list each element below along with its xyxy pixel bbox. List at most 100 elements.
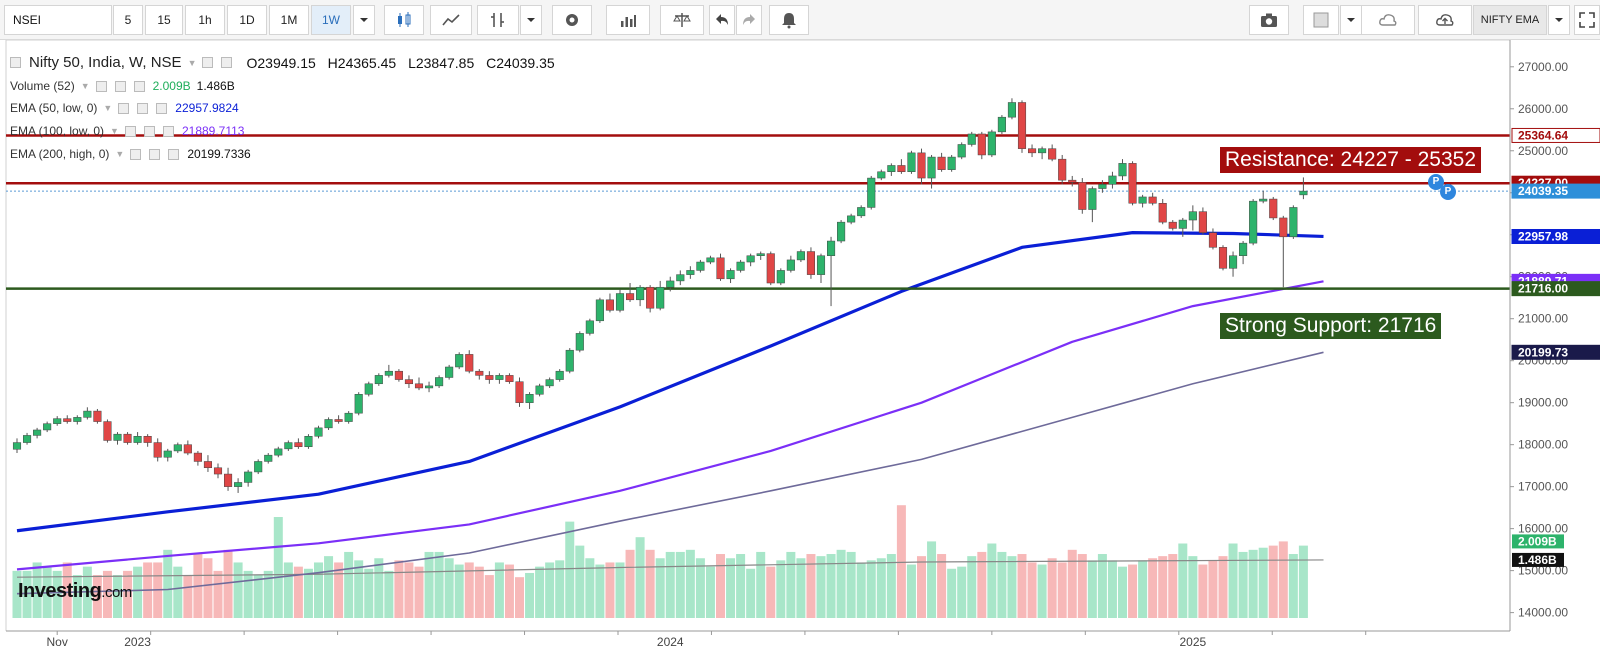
volume-bar [605,562,615,618]
close-icon[interactable] [156,102,168,114]
volume-bar [515,577,524,618]
redo-button[interactable] [736,5,762,35]
volume-bar [776,560,786,618]
collapse-toggle-icon[interactable] [10,57,21,68]
eye-icon[interactable] [118,102,130,114]
candle-body [1289,207,1298,238]
price-tick-label: 25000.00 [1518,144,1568,158]
volume-bar [766,566,776,618]
candle-body [284,442,293,450]
volume-bar [595,564,605,618]
candle-body [646,286,655,309]
candle-body [736,261,745,271]
volume-bar [1248,549,1258,618]
pivot-marker[interactable]: P [1440,184,1456,200]
chevron-down-icon[interactable]: ▼ [110,126,119,136]
volume-bar [283,562,293,618]
price-tag: 20199.73 [1518,345,1568,359]
time-axis[interactable]: Nov 2023 2024 2025 [0,630,1510,657]
symbol-input[interactable] [4,5,112,35]
settings-button[interactable] [552,5,592,35]
interval-1d[interactable]: 1D [227,5,267,35]
gear-icon[interactable] [114,80,126,92]
close-icon[interactable] [162,125,174,137]
gear-icon[interactable] [143,125,155,137]
fullscreen-button[interactable] [1574,5,1600,35]
volume-bar [1168,554,1178,618]
candle-body [997,116,1006,133]
alert-button[interactable] [769,5,809,35]
interval-1m[interactable]: 1M [269,5,309,35]
compare-button[interactable] [606,5,650,35]
volume-bar [163,549,173,618]
price-axis[interactable]: 14000.00 15000.00 16000.00 17000.00 18000.00… [1509,40,1600,657]
legend-ema200: EMA (200, high, 0) ▼ 20199.7336 [10,147,251,161]
template-dropdown[interactable] [1548,5,1570,35]
volume-tag: 2.009B [1518,534,1557,548]
eye-icon[interactable] [130,148,142,160]
load-cloud-button[interactable] [1361,5,1415,35]
template-button[interactable]: NIFTY EMA [1473,5,1547,35]
screenshot-button[interactable] [1249,5,1289,35]
color-dropdown[interactable] [1340,5,1362,35]
candle-body [294,442,303,448]
close-icon[interactable] [133,80,145,92]
balance-button[interactable] [660,5,704,35]
interval-1h[interactable]: 1h [185,5,225,35]
volume-bar [665,551,675,618]
candle-type-button[interactable] [384,5,424,35]
eye-icon[interactable] [95,80,107,92]
close-icon[interactable] [168,148,180,160]
candle-body [1118,163,1127,177]
interval-1w[interactable]: 1W [311,5,351,35]
price-tag-bg [1511,228,1600,244]
indicators-button[interactable] [477,5,519,35]
pivot-marker[interactable]: P [1428,174,1444,190]
gear-icon[interactable] [137,102,149,114]
volume-bar [434,551,444,618]
candle-body [1208,232,1218,248]
volume-bar [947,568,957,618]
candle-body [666,280,675,288]
volume-bar [816,556,826,618]
gear-icon[interactable] [149,148,161,160]
ema100-line [16,280,1324,571]
undo-button[interactable] [709,5,735,35]
candle-body [384,370,393,376]
candle-body [314,427,323,437]
chevron-down-icon[interactable]: ▼ [115,149,125,159]
save-cloud-button[interactable] [1418,5,1472,35]
candle-body [957,144,966,158]
resistance-callout[interactable]: Resistance: 24227 - 25352 [1220,147,1482,173]
volume-bar [575,545,585,618]
candle-body [656,286,665,309]
candle-body [676,274,685,282]
candle-body [113,433,122,441]
interval-5[interactable]: 5 [113,5,143,35]
chevron-down-icon[interactable]: ▼ [103,103,113,113]
eye-icon[interactable] [202,57,214,68]
volume-bar [675,551,685,618]
volume-bar [1208,560,1218,618]
candle-body [1007,102,1017,118]
volume-bar [474,566,484,618]
chevron-down-icon[interactable]: ▼ [80,81,90,91]
candle-body [837,221,846,242]
candle-body [435,377,444,387]
line-chart-button[interactable] [430,5,472,35]
candle-body [183,444,192,454]
interval-dropdown[interactable] [353,5,375,35]
chevron-down-icon[interactable]: ▼ [187,57,197,68]
interval-15[interactable]: 15 [145,5,183,35]
chart-type-dropdown[interactable] [520,5,542,35]
ema50-value: 22957.9824 [175,101,239,115]
gear-icon[interactable] [221,57,233,68]
support-callout[interactable]: Strong Support: 21716 [1220,313,1442,339]
color-button[interactable] [1303,5,1339,35]
volume-bar [394,560,404,618]
volume-bar [917,556,926,618]
volume-bar [1017,554,1027,618]
interval-1h-label: 1h [198,13,212,27]
chart-area[interactable]: 14000.00 15000.00 16000.00 17000.00 18000.00… [0,40,1600,657]
eye-icon[interactable] [124,125,136,137]
